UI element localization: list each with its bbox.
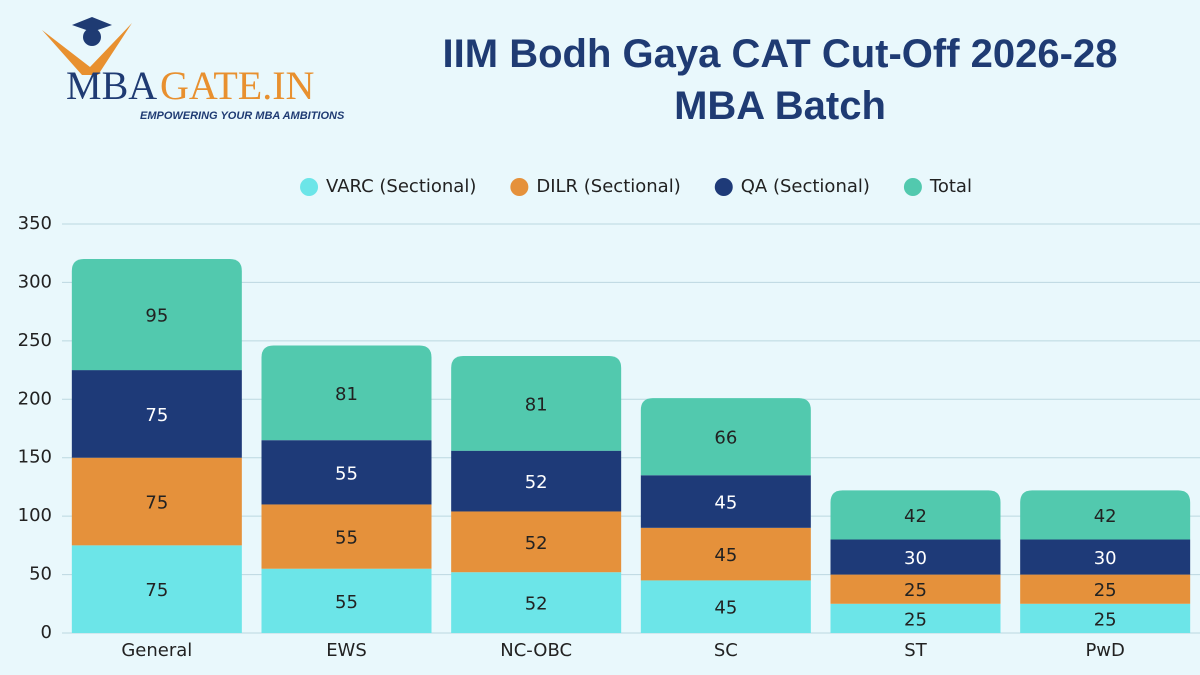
bar-segment <box>451 511 622 573</box>
bar-segment <box>71 259 242 371</box>
bar-segment <box>1020 574 1191 604</box>
logo-head <box>83 28 101 46</box>
bar-segment <box>1020 490 1191 540</box>
y-tick-label: 250 <box>18 330 52 351</box>
y-tick-label: 150 <box>18 447 52 468</box>
bar-segment <box>71 370 242 458</box>
x-tick-label: NC-OBC <box>500 640 572 661</box>
bar-segment <box>640 398 811 476</box>
data-label: 95 <box>145 306 168 327</box>
bar-segment <box>71 545 242 633</box>
bar-segment <box>261 440 432 505</box>
y-tick-label: 200 <box>18 388 52 409</box>
legend-label: VARC (Sectional) <box>326 176 476 197</box>
data-label: 52 <box>525 533 548 554</box>
data-label: 25 <box>904 609 927 630</box>
data-label: 30 <box>1094 548 1117 569</box>
data-label: 45 <box>714 493 737 514</box>
data-label: 55 <box>335 592 358 613</box>
data-label: 25 <box>904 580 927 601</box>
bar-segment <box>640 580 811 633</box>
logo-brand-right: GATE.IN <box>160 63 314 108</box>
y-tick-label: 50 <box>29 564 52 585</box>
data-label: 55 <box>335 463 358 484</box>
bar-segment <box>640 475 811 528</box>
legend-marker <box>714 178 733 196</box>
bar-segment <box>1020 603 1191 633</box>
data-label: 55 <box>335 528 358 549</box>
y-tick-label: 350 <box>18 213 52 234</box>
x-tick-label: EWS <box>326 640 367 661</box>
data-label: 75 <box>145 580 168 601</box>
logo: MBA GATE.IN EMPOWERING YOUR MBA AMBITION… <box>42 17 345 122</box>
data-label: 81 <box>335 384 358 405</box>
bar-segment <box>830 603 1001 633</box>
data-label: 52 <box>525 472 548 493</box>
data-label: 52 <box>525 594 548 615</box>
bar-segment <box>261 504 432 569</box>
data-label: 25 <box>1094 609 1117 630</box>
logo-cap <box>72 17 112 32</box>
y-tick-label: 300 <box>18 271 52 292</box>
data-label: 25 <box>1094 580 1117 601</box>
x-tick-label: General <box>121 640 192 661</box>
legend-marker <box>903 178 922 196</box>
legend-label: QA (Sectional) <box>741 176 870 197</box>
data-label: 66 <box>714 428 737 449</box>
y-tick-label: 100 <box>18 505 52 526</box>
bar-segment <box>830 539 1001 575</box>
logo-figure <box>42 23 132 75</box>
legend-marker <box>510 178 529 196</box>
data-label: 45 <box>714 598 737 619</box>
bar-segment <box>1020 539 1191 575</box>
legend-label: Total <box>929 176 972 197</box>
data-label: 75 <box>145 405 168 426</box>
legend-label: DILR (Sectional) <box>536 176 680 197</box>
bar-segment <box>261 568 432 633</box>
x-tick-label: PwD <box>1085 640 1124 661</box>
bar-segment <box>640 527 811 581</box>
data-label: 45 <box>714 545 737 566</box>
logo-tagline: EMPOWERING YOUR MBA AMBITIONS <box>140 110 345 122</box>
y-tick-label: 0 <box>41 622 52 643</box>
chart-title: IIM Bodh Gaya CAT Cut-Off 2026-28 MBA Ba… <box>442 32 1118 128</box>
legend-marker <box>300 178 319 196</box>
bar-segment <box>71 457 242 546</box>
x-tick-label: ST <box>904 640 927 661</box>
x-tick-label: SC <box>714 640 738 661</box>
data-label: 30 <box>904 548 927 569</box>
data-label: 81 <box>525 394 548 415</box>
bar-segment <box>451 356 622 451</box>
bar-segment <box>830 490 1001 540</box>
bar-segment <box>451 450 622 512</box>
bar-segment <box>451 572 622 633</box>
logo-brand-left: MBA <box>66 63 157 108</box>
bar-segment <box>261 345 432 441</box>
data-label: 42 <box>904 506 927 527</box>
data-label: 42 <box>1094 506 1117 527</box>
data-label: 75 <box>145 493 168 514</box>
bar-segment <box>830 574 1001 604</box>
